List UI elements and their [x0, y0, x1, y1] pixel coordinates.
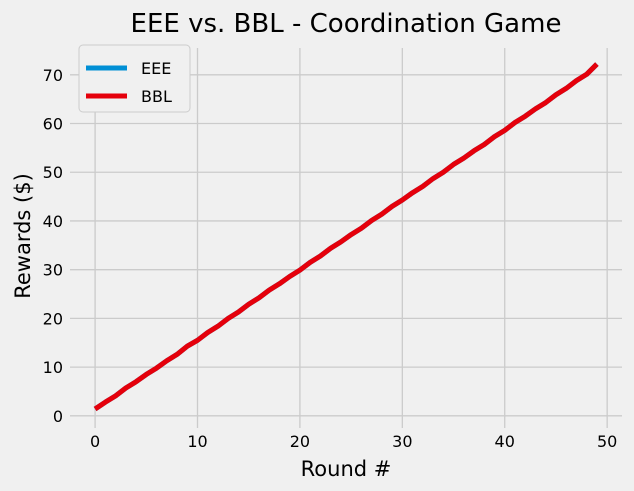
legend-box	[78, 44, 191, 113]
x-tick-label: 40	[495, 432, 515, 451]
x-gridlines	[94, 48, 608, 428]
y-tick-label: 30	[43, 261, 63, 280]
y-tick-label: 20	[43, 309, 63, 328]
series-layer	[93, 62, 599, 412]
y-tick-label: 40	[43, 212, 63, 231]
y-tick-label: 70	[43, 66, 63, 85]
y-tick-label: 50	[43, 163, 63, 182]
y-axis-title: Rewards ($)	[11, 173, 35, 299]
legend-label-eee: EEE	[141, 59, 171, 78]
x-tick-label: 20	[290, 432, 310, 451]
y-gridlines	[70, 74, 622, 417]
legend-label-bbl: BBL	[141, 87, 172, 106]
x-tick-label: 50	[597, 432, 617, 451]
y-tick-label: 10	[43, 358, 63, 377]
x-tick-labels: 0 10 20 30 40 50	[90, 432, 617, 451]
chart-title: EEE vs. BBL - Coordination Game	[131, 9, 562, 39]
x-axis-title: Round #	[301, 457, 392, 481]
x-tick-label: 30	[392, 432, 412, 451]
x-tick-label: 0	[90, 432, 100, 451]
y-tick-label: 0	[53, 407, 63, 426]
series-line-bbl	[93, 62, 599, 412]
y-tick-label: 60	[43, 115, 63, 134]
legend: EEE BBL	[78, 44, 191, 113]
y-tick-labels: 0 10 20 30 40 50 60 70	[43, 66, 63, 426]
x-tick-label: 10	[187, 432, 207, 451]
